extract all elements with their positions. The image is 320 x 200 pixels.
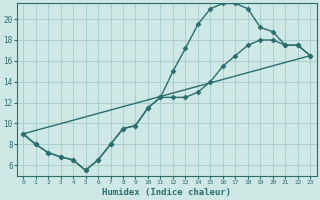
X-axis label: Humidex (Indice chaleur): Humidex (Indice chaleur) [102, 188, 231, 197]
